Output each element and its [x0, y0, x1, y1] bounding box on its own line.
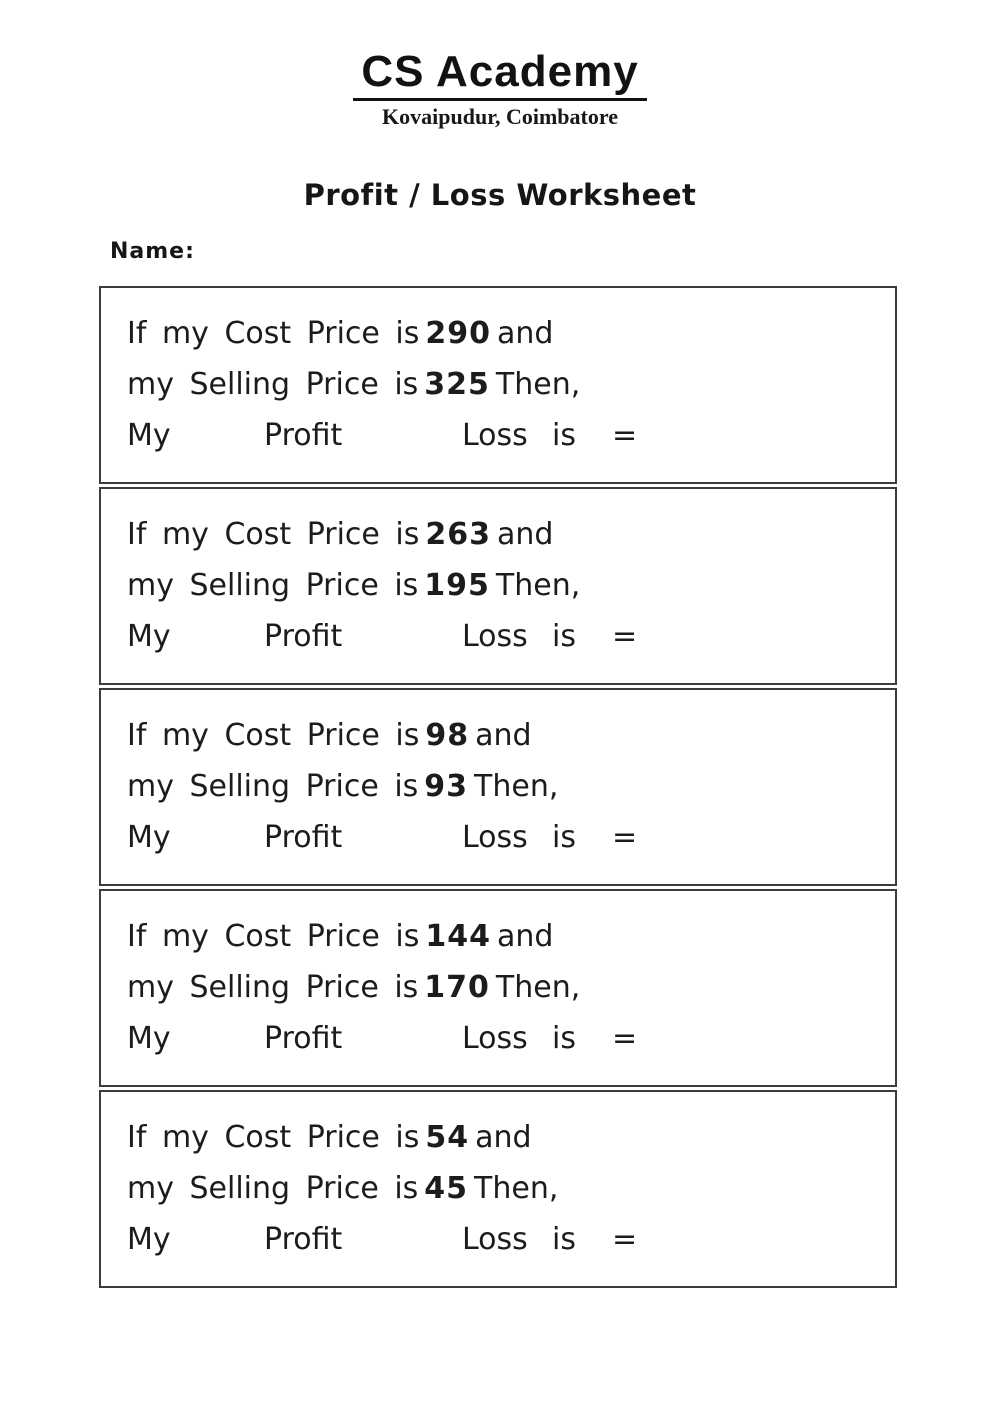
problem-line-2: my Selling Price is 195 Then, — [127, 560, 885, 611]
page-header: CS Academy Kovaipudur, Coimbatore — [0, 0, 1000, 130]
is-label: is — [552, 418, 576, 453]
problem-line-2: my Selling Price is 93 Then, — [127, 761, 885, 812]
line1-suffix: and — [475, 718, 532, 753]
problem-line-3: My Profit Loss is = — [127, 611, 885, 662]
profit-option[interactable]: Profit — [264, 820, 343, 855]
is-label: is — [552, 619, 576, 654]
line1-prefix: If my Cost Price is — [127, 718, 420, 753]
problem-box-2: If my Cost Price is 263 and my Selling Pri… — [99, 487, 897, 685]
my-label: My — [127, 619, 171, 654]
profit-option[interactable]: Profit — [264, 619, 343, 654]
selling-price-value: 45 — [424, 1171, 469, 1206]
cost-price-value: 290 — [425, 316, 491, 351]
my-label: My — [127, 1222, 171, 1257]
profit-option[interactable]: Profit — [264, 1021, 343, 1056]
problem-box-3: If my Cost Price is 98 and my Selling Pric… — [99, 688, 897, 886]
selling-price-value: 195 — [424, 568, 490, 603]
line2-prefix: my Selling Price is — [127, 769, 419, 804]
problem-line-1: If my Cost Price is 98 and — [127, 710, 885, 761]
line2-prefix: my Selling Price is — [127, 568, 419, 603]
line2-suffix: Then, — [474, 1171, 559, 1206]
school-logo: CS Academy — [353, 50, 647, 101]
worksheet-title: Profit / Loss Worksheet — [303, 178, 697, 212]
equals-sign: = — [612, 1021, 638, 1056]
line2-prefix: my Selling Price is — [127, 970, 419, 1005]
problem-line-3: My Profit Loss is = — [127, 1214, 885, 1265]
problem-box-4: If my Cost Price is 144 and my Selling Pri… — [99, 889, 897, 1087]
problem-box-5: If my Cost Price is 54 and my Selling Pric… — [99, 1090, 897, 1288]
equals-sign: = — [612, 1222, 638, 1257]
cost-price-value: 54 — [425, 1120, 470, 1155]
loss-option[interactable]: Loss — [462, 619, 528, 654]
line1-suffix: and — [497, 919, 554, 954]
line2-suffix: Then, — [495, 568, 581, 603]
my-label: My — [127, 418, 171, 453]
line1-prefix: If my Cost Price is — [127, 316, 420, 351]
line1-suffix: and — [497, 517, 554, 552]
profit-option[interactable]: Profit — [264, 418, 343, 453]
line2-prefix: my Selling Price is — [127, 1171, 419, 1206]
problem-line-2: my Selling Price is 170 Then, — [127, 962, 885, 1013]
name-label: Name: — [110, 239, 195, 264]
problem-list: If my Cost Price is 290 and my Selling Pri… — [99, 286, 897, 1288]
selling-price-value: 93 — [424, 769, 469, 804]
my-label: My — [127, 1021, 171, 1056]
line1-prefix: If my Cost Price is — [127, 517, 420, 552]
line1-prefix: If my Cost Price is — [127, 1120, 420, 1155]
cost-price-value: 98 — [425, 718, 470, 753]
line1-prefix: If my Cost Price is — [127, 919, 420, 954]
problem-box-1: If my Cost Price is 290 and my Selling Pri… — [99, 286, 897, 484]
problem-line-2: my Selling Price is 45 Then, — [127, 1163, 885, 1214]
problem-line-2: my Selling Price is 325 Then, — [127, 359, 885, 410]
loss-option[interactable]: Loss — [462, 1222, 528, 1257]
line2-prefix: my Selling Price is — [127, 367, 419, 402]
line1-suffix: and — [475, 1120, 532, 1155]
is-label: is — [552, 1222, 576, 1257]
line2-suffix: Then, — [474, 769, 559, 804]
is-label: is — [552, 820, 576, 855]
line2-suffix: Then, — [495, 970, 581, 1005]
cost-price-value: 144 — [425, 919, 491, 954]
equals-sign: = — [612, 418, 638, 453]
problem-line-1: If my Cost Price is 263 and — [127, 509, 885, 560]
is-label: is — [552, 1021, 576, 1056]
problem-line-1: If my Cost Price is 54 and — [127, 1112, 885, 1163]
school-location: Kovaipudur, Coimbatore — [382, 104, 618, 129]
problem-line-1: If my Cost Price is 144 and — [127, 911, 885, 962]
problem-line-3: My Profit Loss is = — [127, 410, 885, 461]
line2-suffix: Then, — [495, 367, 581, 402]
equals-sign: = — [612, 820, 638, 855]
problem-line-1: If my Cost Price is 290 and — [127, 308, 885, 359]
problem-line-3: My Profit Loss is = — [127, 1013, 885, 1064]
my-label: My — [127, 820, 171, 855]
cost-price-value: 263 — [425, 517, 491, 552]
loss-option[interactable]: Loss — [462, 1021, 528, 1056]
profit-option[interactable]: Profit — [264, 1222, 343, 1257]
loss-option[interactable]: Loss — [462, 820, 528, 855]
line1-suffix: and — [497, 316, 554, 351]
problem-line-3: My Profit Loss is = — [127, 812, 885, 863]
equals-sign: = — [612, 619, 638, 654]
loss-option[interactable]: Loss — [462, 418, 528, 453]
selling-price-value: 325 — [424, 367, 490, 402]
selling-price-value: 170 — [424, 970, 490, 1005]
